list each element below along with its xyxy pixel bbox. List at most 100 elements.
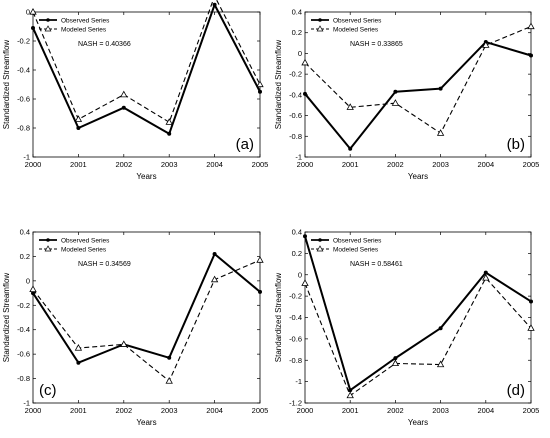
nash-annotation: NASH = 0.33865: [350, 41, 403, 48]
y-tick-label: -0.6: [17, 350, 30, 359]
observed-point: [258, 89, 262, 94]
y-tick-label: 0.2: [20, 252, 30, 261]
legend-marker: [316, 25, 324, 32]
x-tick-label: 2003: [161, 406, 178, 415]
modeled-point: [346, 391, 354, 399]
modeled-point: [29, 285, 37, 293]
modeled-point: [210, 275, 219, 283]
modeled-point: [301, 279, 309, 286]
modeled-point: [256, 80, 264, 88]
observed-series-line: [304, 41, 532, 150]
panel-label: (a): [236, 136, 254, 153]
y-tick-label: -0.8: [289, 132, 302, 141]
modeled-point: [527, 22, 535, 30]
observed-point: [31, 291, 35, 296]
modeled-point: [527, 324, 535, 331]
panel-label: (c): [39, 382, 57, 399]
x-tick-label: 2000: [297, 160, 314, 169]
observed-point: [393, 89, 398, 94]
observed-point: [167, 131, 172, 136]
modeled-series-line: [32, 0, 261, 123]
x-tick-label: 2005: [252, 160, 269, 169]
plot-frame: [304, 11, 532, 158]
legend-marker: [318, 18, 322, 22]
x-tick-label: 2000: [25, 160, 42, 169]
modeled-series-line: [32, 259, 261, 382]
modeled-point: [74, 344, 83, 351]
modeled-point: [165, 118, 173, 125]
y-tick-label: -1: [23, 399, 30, 408]
observed-point: [303, 234, 307, 239]
y-tick-label: 0: [298, 270, 302, 279]
y-tick-label: -1: [23, 153, 30, 162]
x-tick-label: 2002: [115, 160, 132, 169]
observed-point: [212, 251, 217, 256]
y-tick-label: -0.8: [289, 356, 302, 365]
observed-point: [529, 53, 533, 58]
observed-point: [76, 126, 81, 130]
observed-point: [303, 91, 307, 96]
x-tick-label: 2003: [161, 160, 178, 169]
legend-label: Modeled Series: [61, 246, 107, 253]
legend-marker: [318, 238, 322, 242]
panel-c: -1 -0.8 -0.6 -0.4 -0.2 0 0.2 0.4 2000 2001 2002 200…: [2, 228, 268, 428]
x-tick-label: 2005: [523, 406, 540, 415]
y-tick-label: -0.6: [289, 111, 302, 120]
x-tick-label: 2005: [523, 160, 540, 169]
x-tick-label: 2001: [70, 160, 87, 169]
observed-series-line: [304, 235, 532, 392]
panel-d: -1.2 -1 -0.8 -0.6 -0.4 -0.2 0 0.2 0.4 2000 2001 200…: [274, 228, 539, 428]
x-tick-label: 2001: [342, 406, 359, 415]
observed-series-line: [32, 3, 261, 135]
x-axis-label: Years: [408, 172, 428, 181]
x-tick-label: 2001: [342, 160, 359, 169]
panel-a: -1 -0.8 -0.6 -0.4 -0.2 0 2000 2001 2002 2003 2004 2…: [2, 0, 268, 181]
modeled-point: [165, 376, 173, 384]
x-tick-label: 2003: [432, 406, 449, 415]
y-tick-label: -0.6: [289, 334, 302, 343]
panel-label: (b): [507, 136, 525, 153]
legend-label: Observed Series: [61, 237, 110, 244]
y-tick-label: -1: [295, 377, 302, 386]
observed-point: [121, 105, 126, 110]
x-tick-label: 2002: [387, 160, 404, 169]
y-tick-label: -0.2: [289, 292, 302, 301]
y-tick-label: 0: [298, 49, 302, 58]
x-tick-label: 2003: [432, 160, 449, 169]
modeled-series-line: [304, 25, 532, 134]
observed-point: [348, 146, 353, 151]
observed-point: [167, 355, 172, 360]
nash-annotation: NASH = 0.40366: [78, 41, 131, 48]
modeled-point: [482, 273, 490, 281]
y-tick-label: -0.4: [17, 325, 30, 334]
legend-marker: [46, 238, 50, 242]
modeled-point: [74, 115, 83, 122]
y-tick-label: 0.2: [292, 28, 302, 37]
y-axis-label: Standardized Streamflow: [2, 40, 11, 130]
x-tick-label: 2004: [206, 160, 223, 169]
legend-label: Modeled Series: [333, 26, 379, 33]
legend: Observed Series Modeled Series: [311, 237, 382, 253]
x-axis-label: Years: [408, 418, 428, 427]
observed-point: [31, 25, 35, 30]
y-tick-label: -0.6: [17, 95, 30, 104]
y-tick-label: -0.8: [17, 124, 30, 133]
y-tick-label: -0.2: [17, 37, 30, 46]
x-axis-label: Years: [136, 418, 156, 427]
x-tick-label: 2005: [252, 406, 269, 415]
legend: Observed Series Modeled Series: [39, 237, 110, 253]
legend-marker: [46, 18, 50, 22]
observed-point: [212, 2, 217, 7]
y-tick-label: 0: [26, 8, 30, 17]
y-tick-label: -0.4: [17, 66, 30, 75]
modeled-point: [301, 58, 309, 66]
modeled-point: [436, 129, 445, 136]
y-tick-label: -0.8: [17, 374, 30, 383]
y-tick-label: -0.4: [289, 90, 302, 99]
observed-point: [393, 356, 398, 361]
legend: Observed Series Modeled Series: [39, 17, 110, 33]
modeled-series-line: [304, 277, 532, 397]
observed-point: [438, 326, 443, 331]
y-tick-label: 0.2: [292, 249, 302, 258]
